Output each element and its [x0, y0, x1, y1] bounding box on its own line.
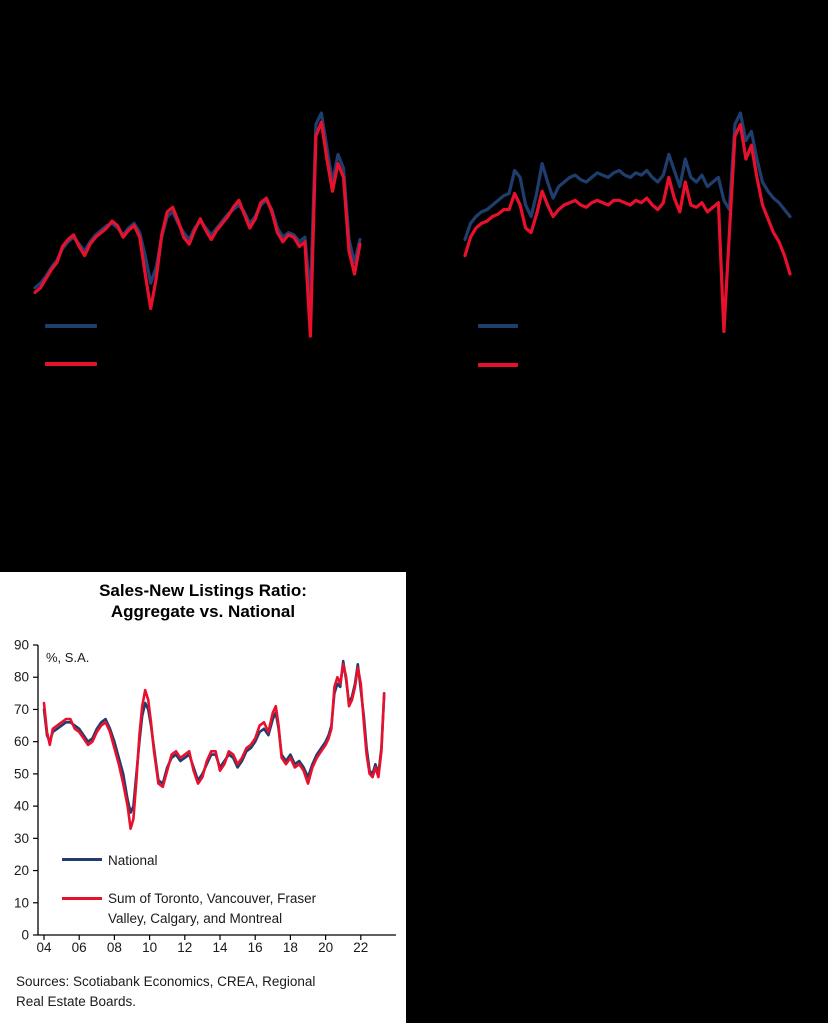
x-tick-label: 10: [142, 940, 157, 955]
line-blue: [463, 111, 792, 242]
top-right-legend-red-swatch: [478, 363, 518, 367]
y-tick-label: 60: [14, 734, 29, 749]
snlr-title-line1: Sales-New Listings Ratio:: [99, 581, 307, 600]
x-tick-label: 22: [353, 940, 368, 955]
legend-aggregate-label: Sum of Toronto, Vancouver, Fraser Valley…: [108, 891, 317, 926]
y-tick-label: 30: [14, 831, 29, 846]
x-tick-label: 20: [318, 940, 333, 955]
line-red: [463, 122, 792, 334]
y-tick-label: 70: [14, 702, 29, 717]
y-axis-unit-label: %, S.A.: [46, 650, 90, 665]
y-tick-label: 90: [14, 638, 29, 653]
y-tick-label: 80: [14, 670, 29, 685]
sources-note: Sources: Scotiabank Economics, CREA, Reg…: [16, 974, 316, 1010]
legend-national-swatch: [62, 858, 102, 861]
y-tick-label: 10: [14, 895, 29, 910]
legend-national-label: National: [108, 853, 158, 868]
y-tick-label: 0: [21, 928, 29, 943]
top-right-legend-navy-swatch: [478, 324, 518, 328]
line-aggregate: [42, 662, 386, 830]
x-tick-label: 04: [36, 940, 52, 955]
y-tick-label: 50: [14, 766, 29, 781]
x-tick-label: 06: [72, 940, 87, 955]
line-red: [33, 120, 362, 338]
snlr-chart: 0 10 20 30 40 50 60 70 80 90 04 06 08 10 12 14 16 18 20 22: [14, 638, 396, 955]
x-tick-label: 18: [283, 940, 298, 955]
snlr-title: Sales-New Listings Ratio: Aggregate vs. …: [0, 572, 406, 623]
y-tick-label: 40: [14, 799, 29, 814]
top-left-legend-red-swatch: [45, 362, 97, 366]
legend-aggregate-swatch: [62, 897, 102, 900]
top-left-legend-navy-swatch: [45, 324, 97, 328]
x-tick-label: 08: [107, 940, 122, 955]
chart-top-left: [33, 111, 362, 338]
snlr-title-line2: Aggregate vs. National: [110, 602, 296, 622]
y-tick-label: 20: [14, 863, 29, 878]
x-tick-label: 16: [248, 940, 263, 955]
x-tick-label: 14: [212, 940, 228, 955]
x-tick-label: 12: [177, 940, 192, 955]
chart-top-right: [463, 111, 792, 334]
snlr-panel: Sales-New Listings Ratio: Aggregate vs. …: [0, 572, 406, 1023]
